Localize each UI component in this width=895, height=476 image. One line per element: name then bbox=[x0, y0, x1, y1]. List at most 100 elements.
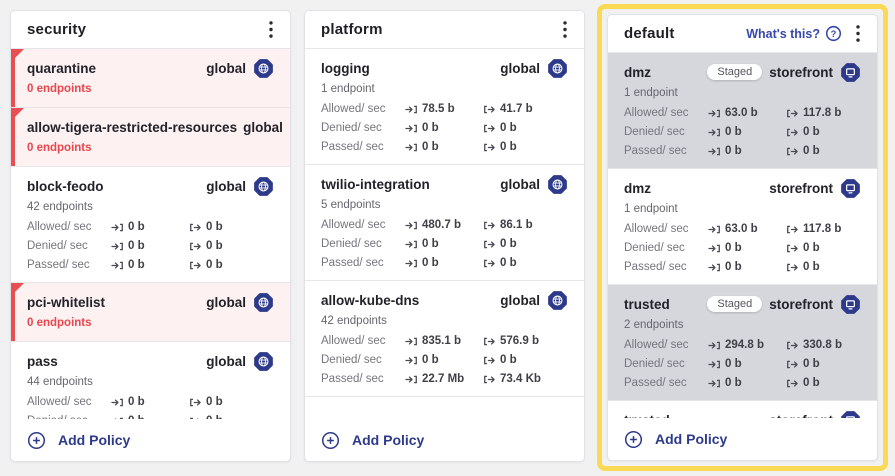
policy-card-meta: Staged storefront bbox=[707, 62, 861, 83]
egress-value: 0 b bbox=[803, 126, 820, 138]
egress-stat: 0 b bbox=[786, 377, 820, 389]
policy-card[interactable]: allow-tigera-restricted-resources global… bbox=[11, 108, 290, 167]
egress-value: 0 b bbox=[803, 377, 820, 389]
egress-arrow-icon bbox=[787, 109, 798, 117]
traffic-stats: Allowed/ sec 0 b 0 b Denied/ sec 0 b bbox=[27, 221, 274, 271]
egress-stat: 117.8 b bbox=[786, 107, 841, 119]
namespace-icon bbox=[840, 294, 861, 315]
ingress-value: 835.1 b bbox=[422, 335, 461, 347]
column-header: default What's this? ? bbox=[608, 15, 877, 53]
kebab-menu-icon[interactable] bbox=[560, 19, 570, 40]
stat-label: Denied/ sec bbox=[27, 240, 88, 252]
plus-circle-icon bbox=[27, 431, 46, 449]
add-policy-button[interactable]: Add Policy bbox=[27, 431, 130, 450]
policy-column-platform: platform logging global bbox=[304, 10, 585, 462]
ingress-value: 0 b bbox=[422, 122, 439, 134]
column-header-actions bbox=[560, 19, 570, 40]
policy-card-title-row: dmz storefront bbox=[624, 178, 861, 198]
traffic-stat-row: Denied/ sec 0 b 0 b bbox=[624, 358, 861, 370]
ingress-arrow-icon bbox=[111, 398, 123, 406]
endpoints-count: 1 endpoint bbox=[624, 203, 678, 215]
plus-circle-icon bbox=[321, 431, 340, 449]
traffic-stat-row: Passed/ sec 0 b 0 b bbox=[27, 259, 274, 271]
traffic-stat-row: Denied/ sec 0 b 0 b bbox=[321, 122, 568, 134]
ingress-stat: 0 b bbox=[405, 122, 483, 134]
scope-label: storefront bbox=[769, 64, 833, 80]
traffic-stat-row: Passed/ sec 0 b 0 b bbox=[321, 141, 568, 153]
kebab-menu-icon[interactable] bbox=[853, 23, 863, 44]
policy-name: dmz bbox=[624, 180, 651, 196]
whats-this-link[interactable]: What's this? ? bbox=[746, 25, 842, 42]
ingress-stat: 0 b bbox=[708, 242, 786, 254]
ingress-stat: 0 b bbox=[708, 358, 786, 370]
ingress-arrow-icon bbox=[708, 244, 720, 252]
ingress-stat: 0 b bbox=[405, 257, 483, 269]
egress-value: 0 b bbox=[803, 145, 820, 157]
egress-value: 0 b bbox=[206, 396, 223, 408]
endpoints-count: 42 endpoints bbox=[321, 315, 387, 327]
egress-value: 86.1 b bbox=[500, 219, 533, 231]
traffic-stat-row: Denied/ sec 0 b 0 b bbox=[27, 240, 274, 252]
egress-value: 0 b bbox=[803, 242, 820, 254]
traffic-stat-row: Passed/ sec 22.7 Mb 73.4 Kb bbox=[321, 373, 568, 385]
egress-stat: 0 b bbox=[483, 238, 517, 250]
ingress-arrow-icon bbox=[405, 143, 417, 151]
stat-label: Allowed/ sec bbox=[321, 335, 386, 347]
scope-label: global bbox=[206, 178, 246, 194]
policy-card[interactable]: trusted storefront bbox=[608, 401, 877, 418]
egress-arrow-icon bbox=[484, 143, 495, 151]
policy-card[interactable]: dmz Staged storefront 1 endpoint Allowed… bbox=[608, 53, 877, 169]
ingress-arrow-icon bbox=[708, 128, 720, 136]
policy-card-meta: global bbox=[500, 174, 568, 195]
traffic-stat-row: Passed/ sec 0 b 0 b bbox=[624, 261, 861, 273]
policy-card[interactable]: pci-whitelist global 0 endpoints bbox=[11, 283, 290, 342]
egress-value: 0 b bbox=[500, 141, 517, 153]
egress-arrow-icon bbox=[190, 261, 201, 269]
stat-label: Denied/ sec bbox=[624, 126, 685, 138]
egress-stat: 0 b bbox=[786, 242, 820, 254]
egress-value: 0 b bbox=[803, 358, 820, 370]
add-policy-button[interactable]: Add Policy bbox=[321, 431, 424, 450]
egress-stat: 0 b bbox=[483, 141, 517, 153]
endpoints-count: 1 endpoint bbox=[321, 83, 375, 95]
policy-card[interactable]: block-feodo global 42 endpoints Allowed/… bbox=[11, 167, 290, 283]
add-policy-button[interactable]: Add Policy bbox=[624, 430, 727, 449]
policy-card[interactable]: pass global 44 endpoints Allowed/ sec bbox=[11, 342, 290, 419]
card-list: dmz Staged storefront 1 endpoint Allowed… bbox=[608, 53, 877, 418]
ingress-value: 480.7 b bbox=[422, 219, 461, 231]
scope-label: storefront bbox=[769, 180, 833, 196]
ingress-value: 0 b bbox=[725, 261, 742, 273]
stat-label: Allowed/ sec bbox=[624, 107, 689, 119]
egress-stat: 41.7 b bbox=[483, 103, 533, 115]
stat-label: Allowed/ sec bbox=[624, 339, 689, 351]
policy-card-meta: global bbox=[206, 176, 274, 197]
ingress-stat: 294.8 b bbox=[708, 339, 786, 351]
column-footer: Add Policy bbox=[11, 419, 290, 461]
ingress-value: 0 b bbox=[422, 238, 439, 250]
ingress-arrow-icon bbox=[405, 337, 417, 345]
policy-card-title-row: dmz Staged storefront bbox=[624, 62, 861, 83]
egress-value: 0 b bbox=[206, 259, 223, 271]
egress-stat: 73.4 Kb bbox=[483, 373, 541, 385]
policy-card[interactable]: dmz storefront 1 endpoint Allowed/ sec bbox=[608, 169, 877, 285]
egress-value: 41.7 b bbox=[500, 103, 533, 115]
ingress-value: 0 b bbox=[725, 145, 742, 157]
ingress-stat: 0 b bbox=[111, 221, 189, 233]
policy-card[interactable]: logging global 1 endpoint Allowed/ sec bbox=[305, 49, 584, 165]
ingress-arrow-icon bbox=[708, 360, 720, 368]
ingress-stat: 0 b bbox=[708, 261, 786, 273]
ingress-value: 0 b bbox=[422, 354, 439, 366]
ingress-stat: 835.1 b bbox=[405, 335, 483, 347]
policy-card[interactable]: twilio-integration global 5 endpoints Al… bbox=[305, 165, 584, 281]
policy-name: block-feodo bbox=[27, 178, 104, 194]
traffic-stat-row: Allowed/ sec 480.7 b 86.1 b bbox=[321, 219, 568, 231]
egress-stat: 0 b bbox=[786, 358, 820, 370]
policy-card-meta: global bbox=[206, 58, 274, 79]
policy-card[interactable]: trusted Staged storefront 2 endpoints Al… bbox=[608, 285, 877, 401]
kebab-menu-icon[interactable] bbox=[266, 19, 276, 40]
policy-card[interactable]: quarantine global 0 endpoints bbox=[11, 49, 290, 108]
policy-name: trusted bbox=[624, 413, 670, 419]
policy-card[interactable]: allow-kube-dns global 42 endpoints Allow… bbox=[305, 281, 584, 397]
globe-icon bbox=[253, 176, 274, 197]
egress-arrow-icon bbox=[484, 221, 495, 229]
